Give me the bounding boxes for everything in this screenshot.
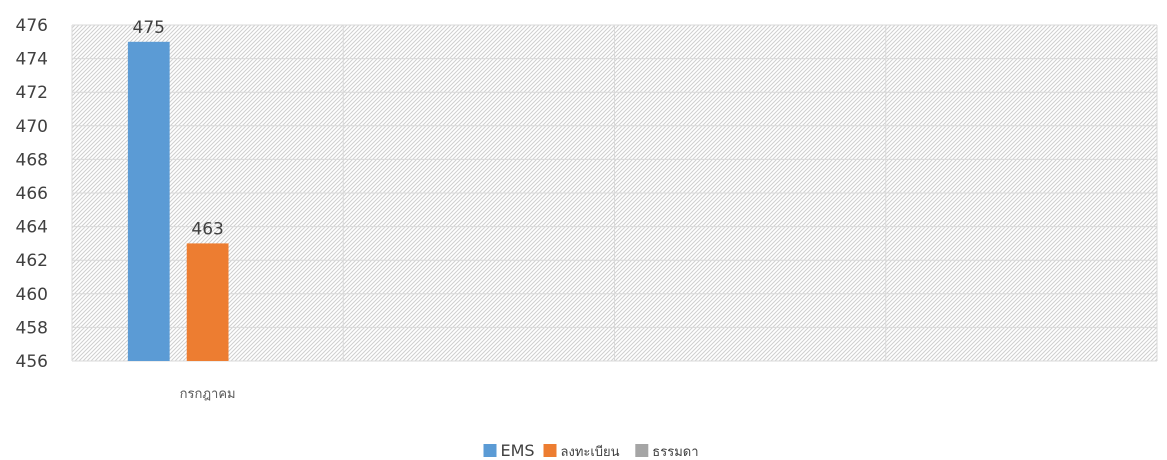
bar-series	[127, 41, 229, 362]
data-label: 475	[133, 18, 165, 38]
y-tick-label: 468	[16, 150, 48, 170]
legend-swatch	[635, 444, 649, 457]
data-label: 463	[191, 219, 223, 239]
legend-swatch	[483, 444, 497, 457]
y-tick-label: 474	[16, 50, 48, 70]
y-tick-label: 464	[16, 218, 48, 238]
bar-registered	[186, 243, 229, 361]
legend-swatch	[543, 444, 557, 457]
y-tick-label: 476	[16, 16, 48, 36]
y-tick-label: 466	[16, 184, 48, 204]
x-axis: กรกฎาคม	[180, 387, 236, 402]
y-tick-label: 462	[16, 251, 48, 271]
y-tick-label: 458	[16, 318, 48, 338]
y-tick-label: 460	[16, 285, 48, 305]
bar-ems	[127, 41, 170, 362]
legend-label: EMS	[501, 441, 535, 460]
gridlines	[71, 24, 1158, 362]
legend-label: ลงทะเบียน	[561, 444, 620, 460]
y-tick-label: 456	[16, 352, 48, 372]
y-axis: 456 458 460 462 464 466 468 470 472 474 476	[16, 16, 48, 372]
data-labels: 475 463	[133, 18, 224, 240]
legend: EMS ลงทะเบียน ธรรมดา	[483, 441, 699, 460]
x-category-label: กรกฎาคม	[180, 387, 236, 402]
y-tick-label: 470	[16, 117, 48, 137]
y-tick-label: 472	[16, 83, 48, 103]
legend-label: ธรรมดา	[652, 445, 698, 460]
